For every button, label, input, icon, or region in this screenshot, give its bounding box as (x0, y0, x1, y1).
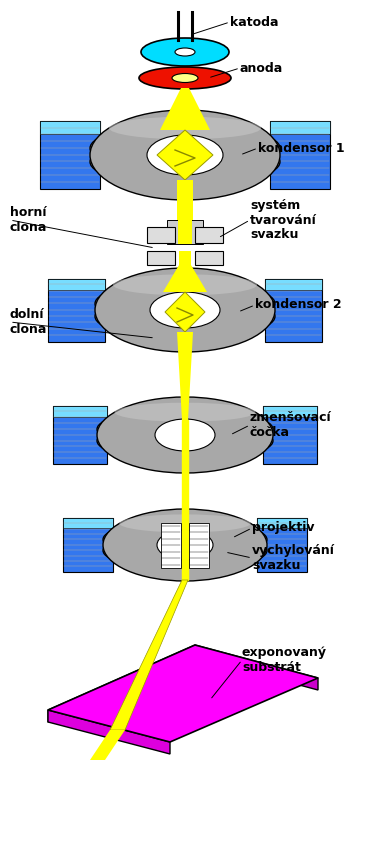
Text: kondensor 1: kondensor 1 (258, 142, 345, 155)
Polygon shape (40, 121, 100, 134)
Bar (147, 251, 175, 265)
Text: kondensor 2: kondensor 2 (255, 298, 342, 311)
Polygon shape (182, 420, 188, 580)
Polygon shape (270, 121, 330, 188)
Ellipse shape (97, 408, 273, 450)
Ellipse shape (103, 531, 267, 570)
Polygon shape (48, 645, 318, 742)
Text: vychylování
svazku: vychylování svazku (252, 544, 335, 572)
Ellipse shape (97, 420, 273, 462)
Ellipse shape (95, 280, 275, 327)
Ellipse shape (109, 117, 261, 139)
Polygon shape (48, 279, 105, 291)
Polygon shape (63, 518, 113, 572)
Polygon shape (263, 406, 317, 464)
Bar (178, 220, 192, 244)
Ellipse shape (150, 292, 220, 328)
Polygon shape (160, 88, 210, 130)
Polygon shape (63, 518, 113, 528)
Polygon shape (165, 292, 205, 332)
Ellipse shape (103, 519, 267, 559)
Bar (161, 523, 181, 568)
Bar (178, 227, 192, 243)
Polygon shape (48, 645, 318, 722)
Ellipse shape (147, 135, 223, 175)
Polygon shape (53, 406, 107, 464)
Bar (195, 227, 223, 243)
Polygon shape (163, 265, 207, 292)
Ellipse shape (172, 73, 198, 83)
Bar (167, 220, 203, 244)
Polygon shape (110, 580, 188, 730)
Polygon shape (90, 730, 125, 760)
Polygon shape (263, 406, 317, 417)
Polygon shape (270, 121, 330, 134)
Text: systém
tvarování
svazku: systém tvarování svazku (250, 199, 317, 242)
Ellipse shape (90, 124, 280, 173)
Bar (189, 523, 209, 568)
Polygon shape (257, 518, 307, 528)
Ellipse shape (95, 293, 275, 340)
Polygon shape (265, 279, 322, 291)
Polygon shape (40, 121, 100, 188)
Ellipse shape (119, 514, 251, 532)
Ellipse shape (155, 419, 215, 451)
Polygon shape (53, 406, 107, 417)
Text: exponovaný
substrát: exponovaný substrát (242, 646, 327, 674)
Polygon shape (48, 710, 170, 754)
Text: zmenšovací
čočka: zmenšovací čočka (250, 411, 332, 439)
Text: katoda: katoda (230, 15, 278, 28)
Polygon shape (177, 180, 193, 220)
Ellipse shape (139, 67, 231, 89)
Ellipse shape (103, 509, 267, 581)
Polygon shape (177, 332, 193, 420)
Text: projektiv: projektiv (252, 521, 314, 535)
Ellipse shape (90, 110, 280, 200)
Polygon shape (257, 518, 307, 572)
Polygon shape (265, 279, 322, 341)
Ellipse shape (90, 137, 280, 187)
Bar (195, 251, 223, 265)
Ellipse shape (95, 268, 275, 352)
Polygon shape (48, 279, 105, 341)
Ellipse shape (141, 38, 229, 66)
Text: anoda: anoda (240, 62, 283, 75)
Polygon shape (157, 130, 213, 180)
Bar (147, 227, 175, 243)
Text: horní
clona: horní clona (10, 206, 47, 234)
Ellipse shape (115, 402, 255, 421)
Ellipse shape (97, 397, 273, 473)
Ellipse shape (113, 274, 257, 295)
Ellipse shape (157, 530, 213, 560)
Text: dolní
clona: dolní clona (10, 308, 47, 336)
Ellipse shape (175, 48, 195, 56)
Bar (179, 251, 191, 265)
